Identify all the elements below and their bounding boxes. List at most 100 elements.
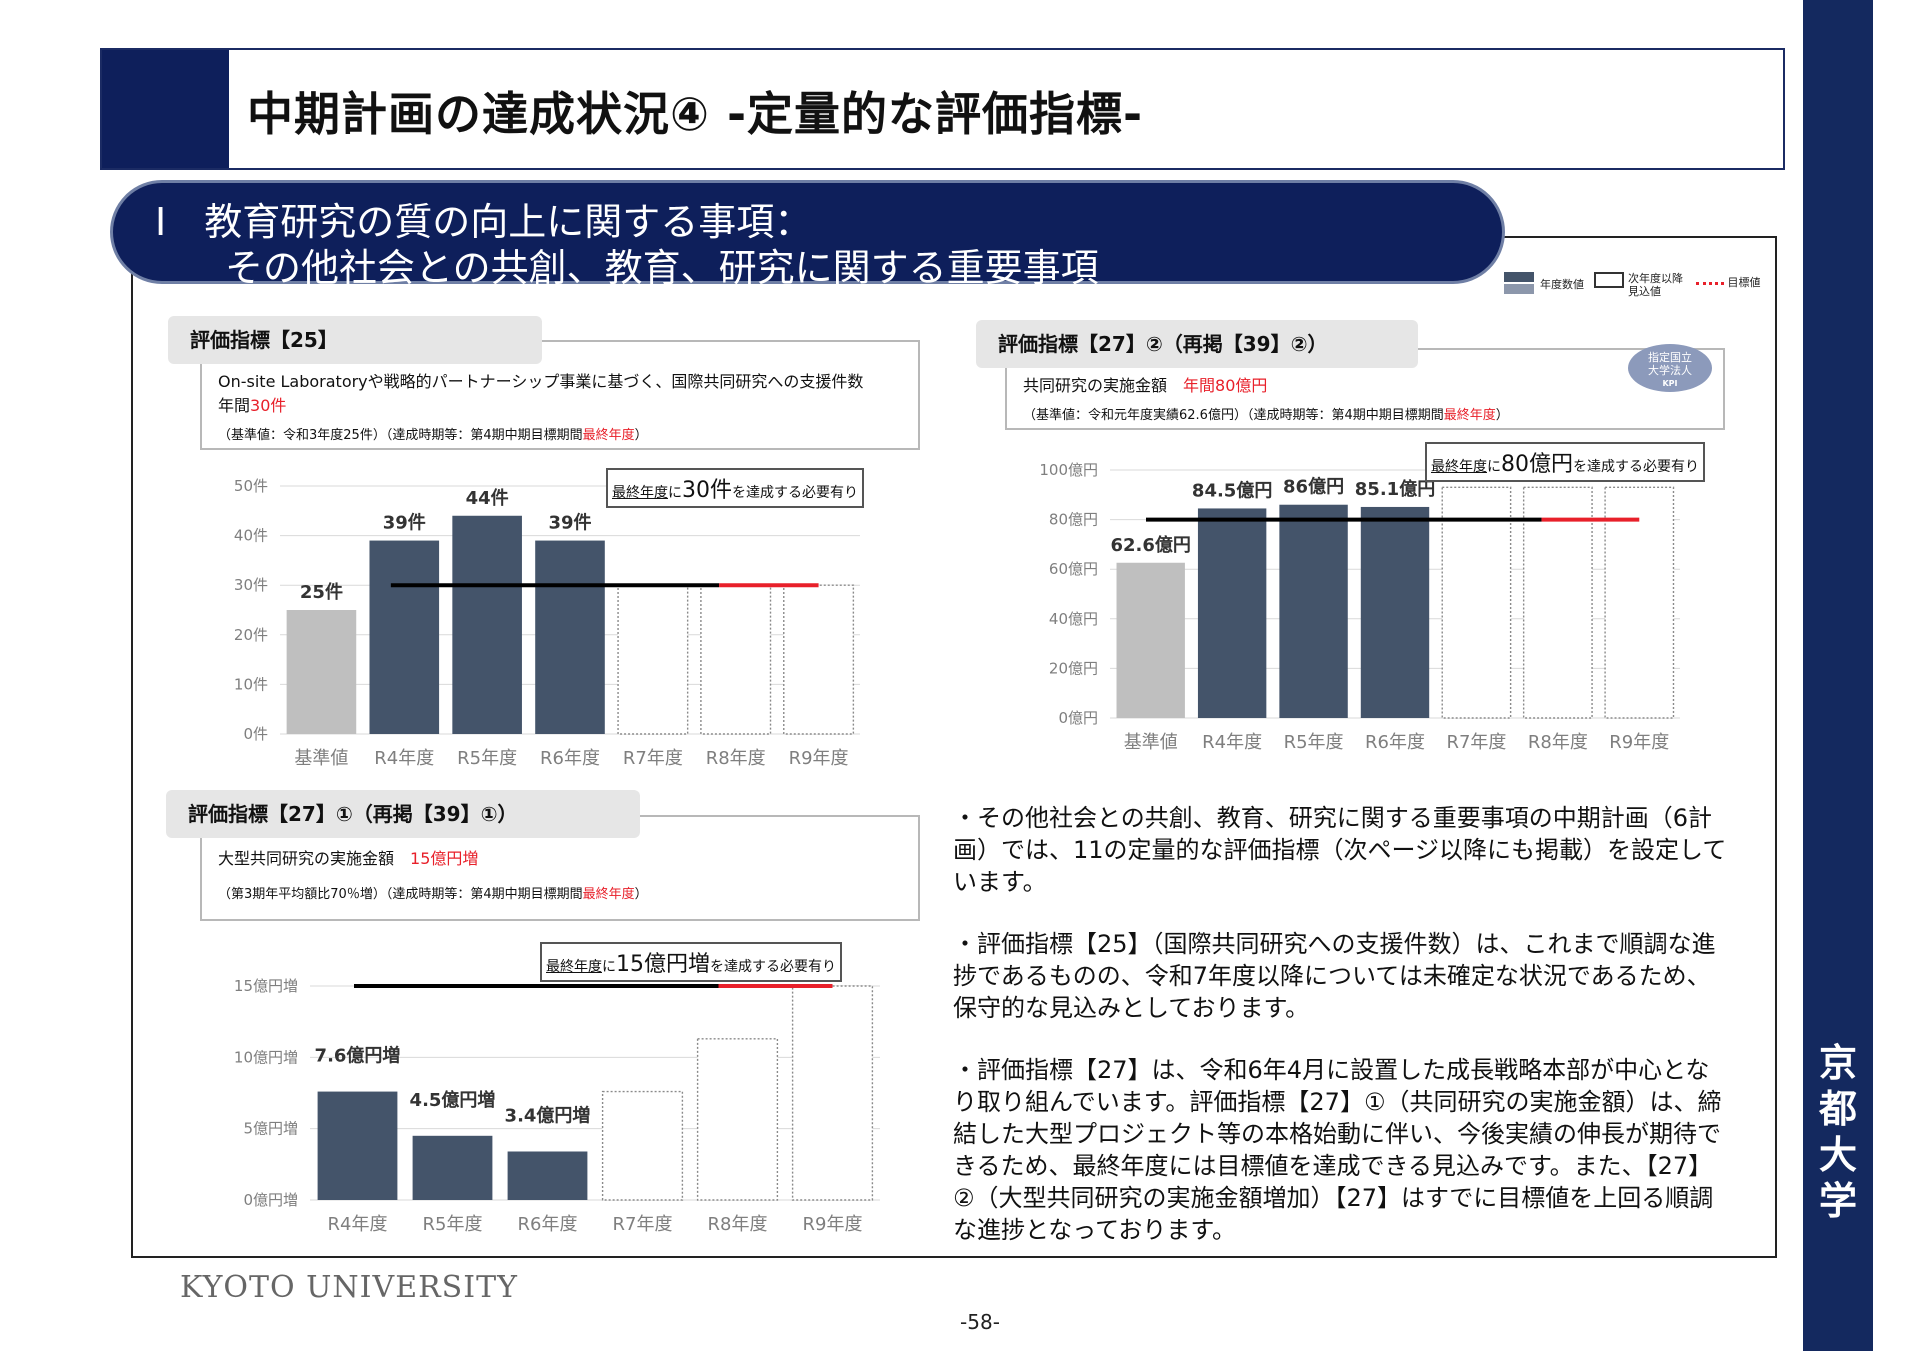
vertical-logo-char: 都: [1818, 1086, 1857, 1131]
data-label: 86億円: [1283, 476, 1344, 498]
ind25-note-red: 最終年度: [582, 428, 635, 443]
x-tick-label: R9年度: [789, 748, 849, 769]
ind27-1-tag: 評価指標【27】①（再掲【39】①）: [166, 790, 640, 838]
y-tick-label: 40億円: [1049, 610, 1098, 628]
ind27-2-callout: 最終年度に80億円を達成する必要有り: [1425, 442, 1705, 482]
data-label: 44件: [466, 487, 509, 509]
x-tick-label: R7年度: [613, 1214, 673, 1235]
vertical-university-logo: 京都大学: [1803, 1040, 1873, 1224]
ind27-2-description: 共同研究の実施金額 年間80億円 （基準値：令和元年度実績62.6億円）（達成時…: [1005, 348, 1725, 430]
ind27-2-tag: 評価指標【27】②（再掲【39】②）: [976, 320, 1418, 368]
legend-projection-label: 次年度以降見込値: [1628, 272, 1683, 298]
bar-baseline: [1116, 562, 1185, 718]
vertical-logo-char: 大: [1818, 1132, 1857, 1177]
legend-target: 目標値: [1696, 274, 1766, 290]
y-tick-label: 10件: [234, 675, 268, 693]
legend-actual-swatch: [1504, 272, 1534, 282]
x-tick-label: R5年度: [1284, 732, 1344, 753]
y-tick-label: 50件: [234, 477, 268, 495]
data-label: 4.5億円増: [410, 1089, 496, 1111]
title-accent-block: [102, 50, 229, 168]
ind27-1-desc-target: 15億円増: [410, 849, 479, 868]
legend-target-label: 目標値: [1727, 276, 1761, 289]
ind25-callout-post: を達成する必要有り: [732, 485, 858, 501]
bar-baseline: [286, 610, 357, 734]
ind27-1-callout-post: を達成する必要有り: [710, 959, 836, 975]
vertical-logo-char: 京: [1818, 1040, 1857, 1085]
legend-projection-swatch: [1594, 272, 1624, 288]
ind27-2-desc-target: 年間80億円: [1183, 376, 1268, 395]
ind27-1-callout-big: 15億円増: [616, 952, 710, 977]
y-tick-label: 0件: [243, 725, 268, 743]
ind25-callout-big: 30件: [682, 478, 732, 503]
explanation-paragraph-3: ・評価指標【27】は、令和6年4月に設置した成長戦略本部が中心となり取り組んでい…: [953, 1056, 1722, 1244]
bar-projection: [700, 584, 772, 735]
ind27-2-note: （基準値：令和元年度実績62.6億円）（達成時期等：第4期中期目標期間: [1023, 408, 1444, 423]
x-tick-label: R5年度: [423, 1214, 483, 1235]
bar-actual: [507, 1151, 588, 1200]
x-tick-label: R5年度: [457, 748, 517, 769]
x-tick-label: R4年度: [1202, 732, 1262, 753]
x-tick-label: 基準値: [294, 748, 348, 769]
page-number: -58-: [960, 1310, 1000, 1334]
ind27-1-desc-a: 大型共同研究の実施金額: [218, 849, 395, 868]
x-tick-label: R8年度: [708, 1214, 768, 1235]
legend-projection: 次年度以降見込値: [1594, 272, 1689, 298]
section-heading-line2: その他社会との共創、教育、研究に関する重要事項: [225, 246, 1099, 290]
legend-target-swatch: [1696, 281, 1724, 285]
x-tick-label: R4年度: [374, 748, 434, 769]
ind27-2-callout-mid: に: [1487, 459, 1501, 475]
x-tick-label: R9年度: [803, 1214, 863, 1235]
bar-actual: [369, 540, 440, 734]
title-banner: 中期計画の達成状況④ -定量的な評価指標-: [100, 48, 1785, 170]
bar-actual: [1197, 508, 1267, 718]
kpi-badge: 指定国立 大学法人 KPI: [1628, 344, 1712, 392]
x-tick-label: R6年度: [1365, 732, 1425, 753]
bar-projection: [783, 584, 855, 735]
section-heading-line1: Ⅰ 教育研究の質の向上に関する事項：: [155, 200, 813, 244]
y-tick-label: 40件: [234, 527, 268, 545]
bar-actual: [1360, 506, 1430, 718]
kpi-badge-line1: 指定国立: [1648, 351, 1692, 364]
bar-actual: [317, 1091, 398, 1200]
ind27-1-note: （第3期年平均額比70％増）（達成時期等：第4期中期目標期間: [218, 887, 583, 902]
vertical-logo-char: 学: [1818, 1178, 1857, 1223]
ind27-2-callout-big: 80億円: [1501, 452, 1573, 477]
data-label: 39件: [383, 512, 426, 534]
bar-projection: [601, 1090, 684, 1201]
ind25-note: （基準値：令和3年度25件）（達成時期等：第4期中期目標期間: [218, 428, 583, 443]
data-label: 7.6億円増: [315, 1045, 401, 1067]
y-tick-label: 10億円増: [234, 1048, 298, 1066]
ind25-tag: 評価指標【25】: [168, 316, 542, 364]
bar-actual: [1279, 504, 1348, 718]
kpi-badge-line3: KPI: [1662, 379, 1678, 388]
y-tick-label: 60億円: [1049, 560, 1098, 578]
x-tick-label: 基準値: [1124, 732, 1178, 753]
x-tick-label: R7年度: [1446, 732, 1506, 753]
data-label: 3.4億円増: [505, 1104, 591, 1126]
bar-projection: [696, 1038, 779, 1201]
y-tick-label: 20億円: [1049, 659, 1098, 677]
bar-projection: [1522, 486, 1593, 719]
data-label: 25件: [300, 581, 343, 603]
bar-projection: [617, 584, 689, 735]
bar-projection: [1604, 486, 1675, 719]
ind27-2-callout-pre: 最終年度: [1431, 459, 1487, 475]
y-tick-label: 0億円: [1058, 709, 1098, 727]
y-tick-label: 30件: [234, 576, 268, 594]
bar-projection: [791, 985, 874, 1201]
y-tick-label: 0億円増: [243, 1191, 298, 1209]
data-label: 85.1億円: [1355, 478, 1435, 500]
ind27-2-callout-post: を達成する必要有り: [1573, 459, 1699, 475]
legend-base-swatch: [1504, 284, 1534, 294]
y-tick-label: 20件: [234, 626, 268, 644]
footer-logo: KYOTO UNIVERSITY: [180, 1270, 518, 1305]
explanation-text: ・その他社会との共創、教育、研究に関する重要事項の中期計画（6計画）では、11の…: [953, 802, 1733, 1276]
ind27-1-chart: 0億円増 5億円増 10億円増 15億円増 R4年度 7.6億円増 R5年度 4.5億円増 R6…: [234, 977, 880, 1235]
kpi-badge-line2: 大学法人: [1648, 364, 1692, 377]
ind25-callout: 最終年度に30件を達成する必要有り: [606, 468, 864, 508]
data-label: 39件: [548, 512, 591, 534]
x-tick-label: R6年度: [518, 1214, 578, 1235]
ind25-desc-target: 30件: [250, 396, 287, 415]
